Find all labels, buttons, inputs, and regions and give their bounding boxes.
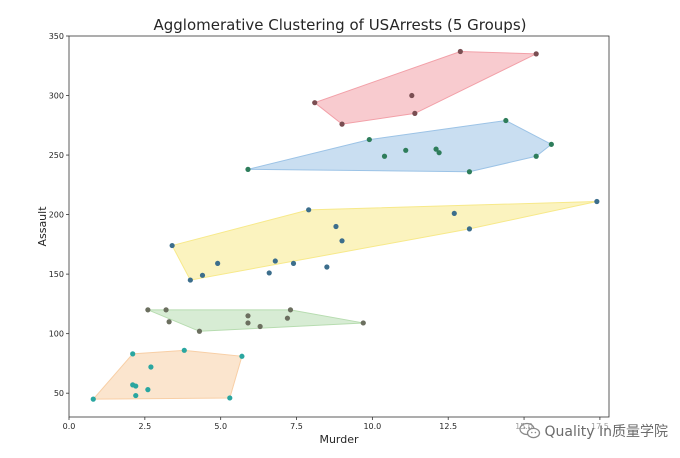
data-point-cluster-5: [148, 364, 154, 370]
data-point-cluster-4: [360, 320, 366, 326]
x-tick-label: 12.5: [439, 422, 457, 431]
x-tick-label: 5.0: [214, 422, 227, 431]
x-axis-label: Murder: [319, 433, 359, 446]
data-point-cluster-5: [239, 353, 245, 359]
data-point-cluster-4: [166, 319, 172, 325]
data-point-cluster-3: [306, 207, 312, 213]
data-point-cluster-1: [312, 100, 318, 106]
data-point-cluster-5: [181, 347, 187, 353]
cluster-hull-1: [313, 50, 537, 125]
data-point-cluster-3: [266, 270, 272, 276]
wechat-icon: [518, 422, 540, 439]
data-point-cluster-4: [163, 307, 169, 313]
data-point-cluster-1: [409, 92, 415, 99]
y-tick-label: 250: [49, 151, 64, 160]
x-tick-label: 10.0: [363, 422, 381, 431]
data-point-cluster-3: [215, 260, 221, 267]
data-point-cluster-3: [324, 264, 330, 270]
plot-frame: [68, 35, 610, 418]
data-point-cluster-2: [533, 153, 539, 159]
y-tick-label: 350: [49, 32, 64, 41]
data-point-cluster-3: [451, 210, 457, 217]
data-point-cluster-5: [227, 395, 233, 401]
cluster-hull-5: [92, 349, 243, 400]
data-point-cluster-4: [284, 315, 291, 321]
data-point-cluster-2: [366, 136, 372, 143]
y-tick-label: 300: [49, 92, 64, 101]
cluster-hull-3: [171, 200, 597, 281]
chart-title: Agglomerative Clustering of USArrests (5…: [154, 16, 527, 34]
data-point-cluster-2: [503, 117, 509, 124]
x-tick-label: 2.5: [138, 422, 151, 431]
data-point-cluster-1: [457, 48, 463, 55]
data-point-cluster-3: [272, 258, 278, 264]
data-point-cluster-3: [594, 198, 600, 205]
data-point-cluster-3: [290, 260, 297, 267]
data-point-cluster-2: [548, 141, 554, 147]
data-point-cluster-3: [187, 277, 193, 283]
data-point-cluster-5: [90, 396, 96, 402]
data-point-cluster-2: [466, 169, 473, 175]
data-point-cluster-5: [133, 383, 139, 389]
data-point-cluster-2: [381, 153, 388, 159]
x-tick-label: 0.0: [63, 422, 76, 431]
data-point-cluster-3: [169, 242, 175, 249]
data-point-cluster-1: [533, 51, 539, 57]
data-point-cluster-2: [403, 147, 409, 153]
data-point-cluster-3: [199, 272, 206, 278]
data-point-cluster-3: [466, 226, 473, 232]
data-point-cluster-1: [412, 110, 418, 116]
y-tick-label: 200: [49, 211, 64, 220]
data-point-cluster-2: [245, 166, 251, 172]
y-tick-label: 100: [49, 330, 64, 339]
data-point-cluster-3: [333, 223, 339, 230]
data-point-cluster-4: [196, 328, 203, 334]
watermark-text: Quality In质量学院: [544, 424, 668, 440]
y-axis-label: Assault: [36, 206, 49, 247]
data-point-cluster-4: [245, 313, 251, 319]
data-point-cluster-4: [145, 307, 151, 313]
y-tick-label: 50: [54, 389, 64, 398]
data-point-cluster-4: [245, 320, 251, 326]
data-point-cluster-2: [433, 146, 439, 152]
data-point-cluster-2: [436, 150, 442, 156]
data-point-cluster-1: [339, 121, 345, 127]
plot-area: [90, 48, 600, 402]
y-tick-label: 150: [49, 270, 64, 279]
data-point-cluster-3: [339, 238, 345, 244]
cluster-hull-2: [247, 120, 553, 173]
data-point-cluster-5: [145, 387, 151, 393]
watermark: Quality In质量学院: [514, 420, 672, 442]
cluster-hull-4: [147, 309, 364, 332]
data-point-cluster-4: [287, 307, 294, 313]
data-point-cluster-5: [133, 392, 139, 399]
data-point-cluster-5: [130, 351, 136, 357]
x-tick-label: 7.5: [290, 422, 303, 431]
data-point-cluster-4: [257, 323, 263, 330]
